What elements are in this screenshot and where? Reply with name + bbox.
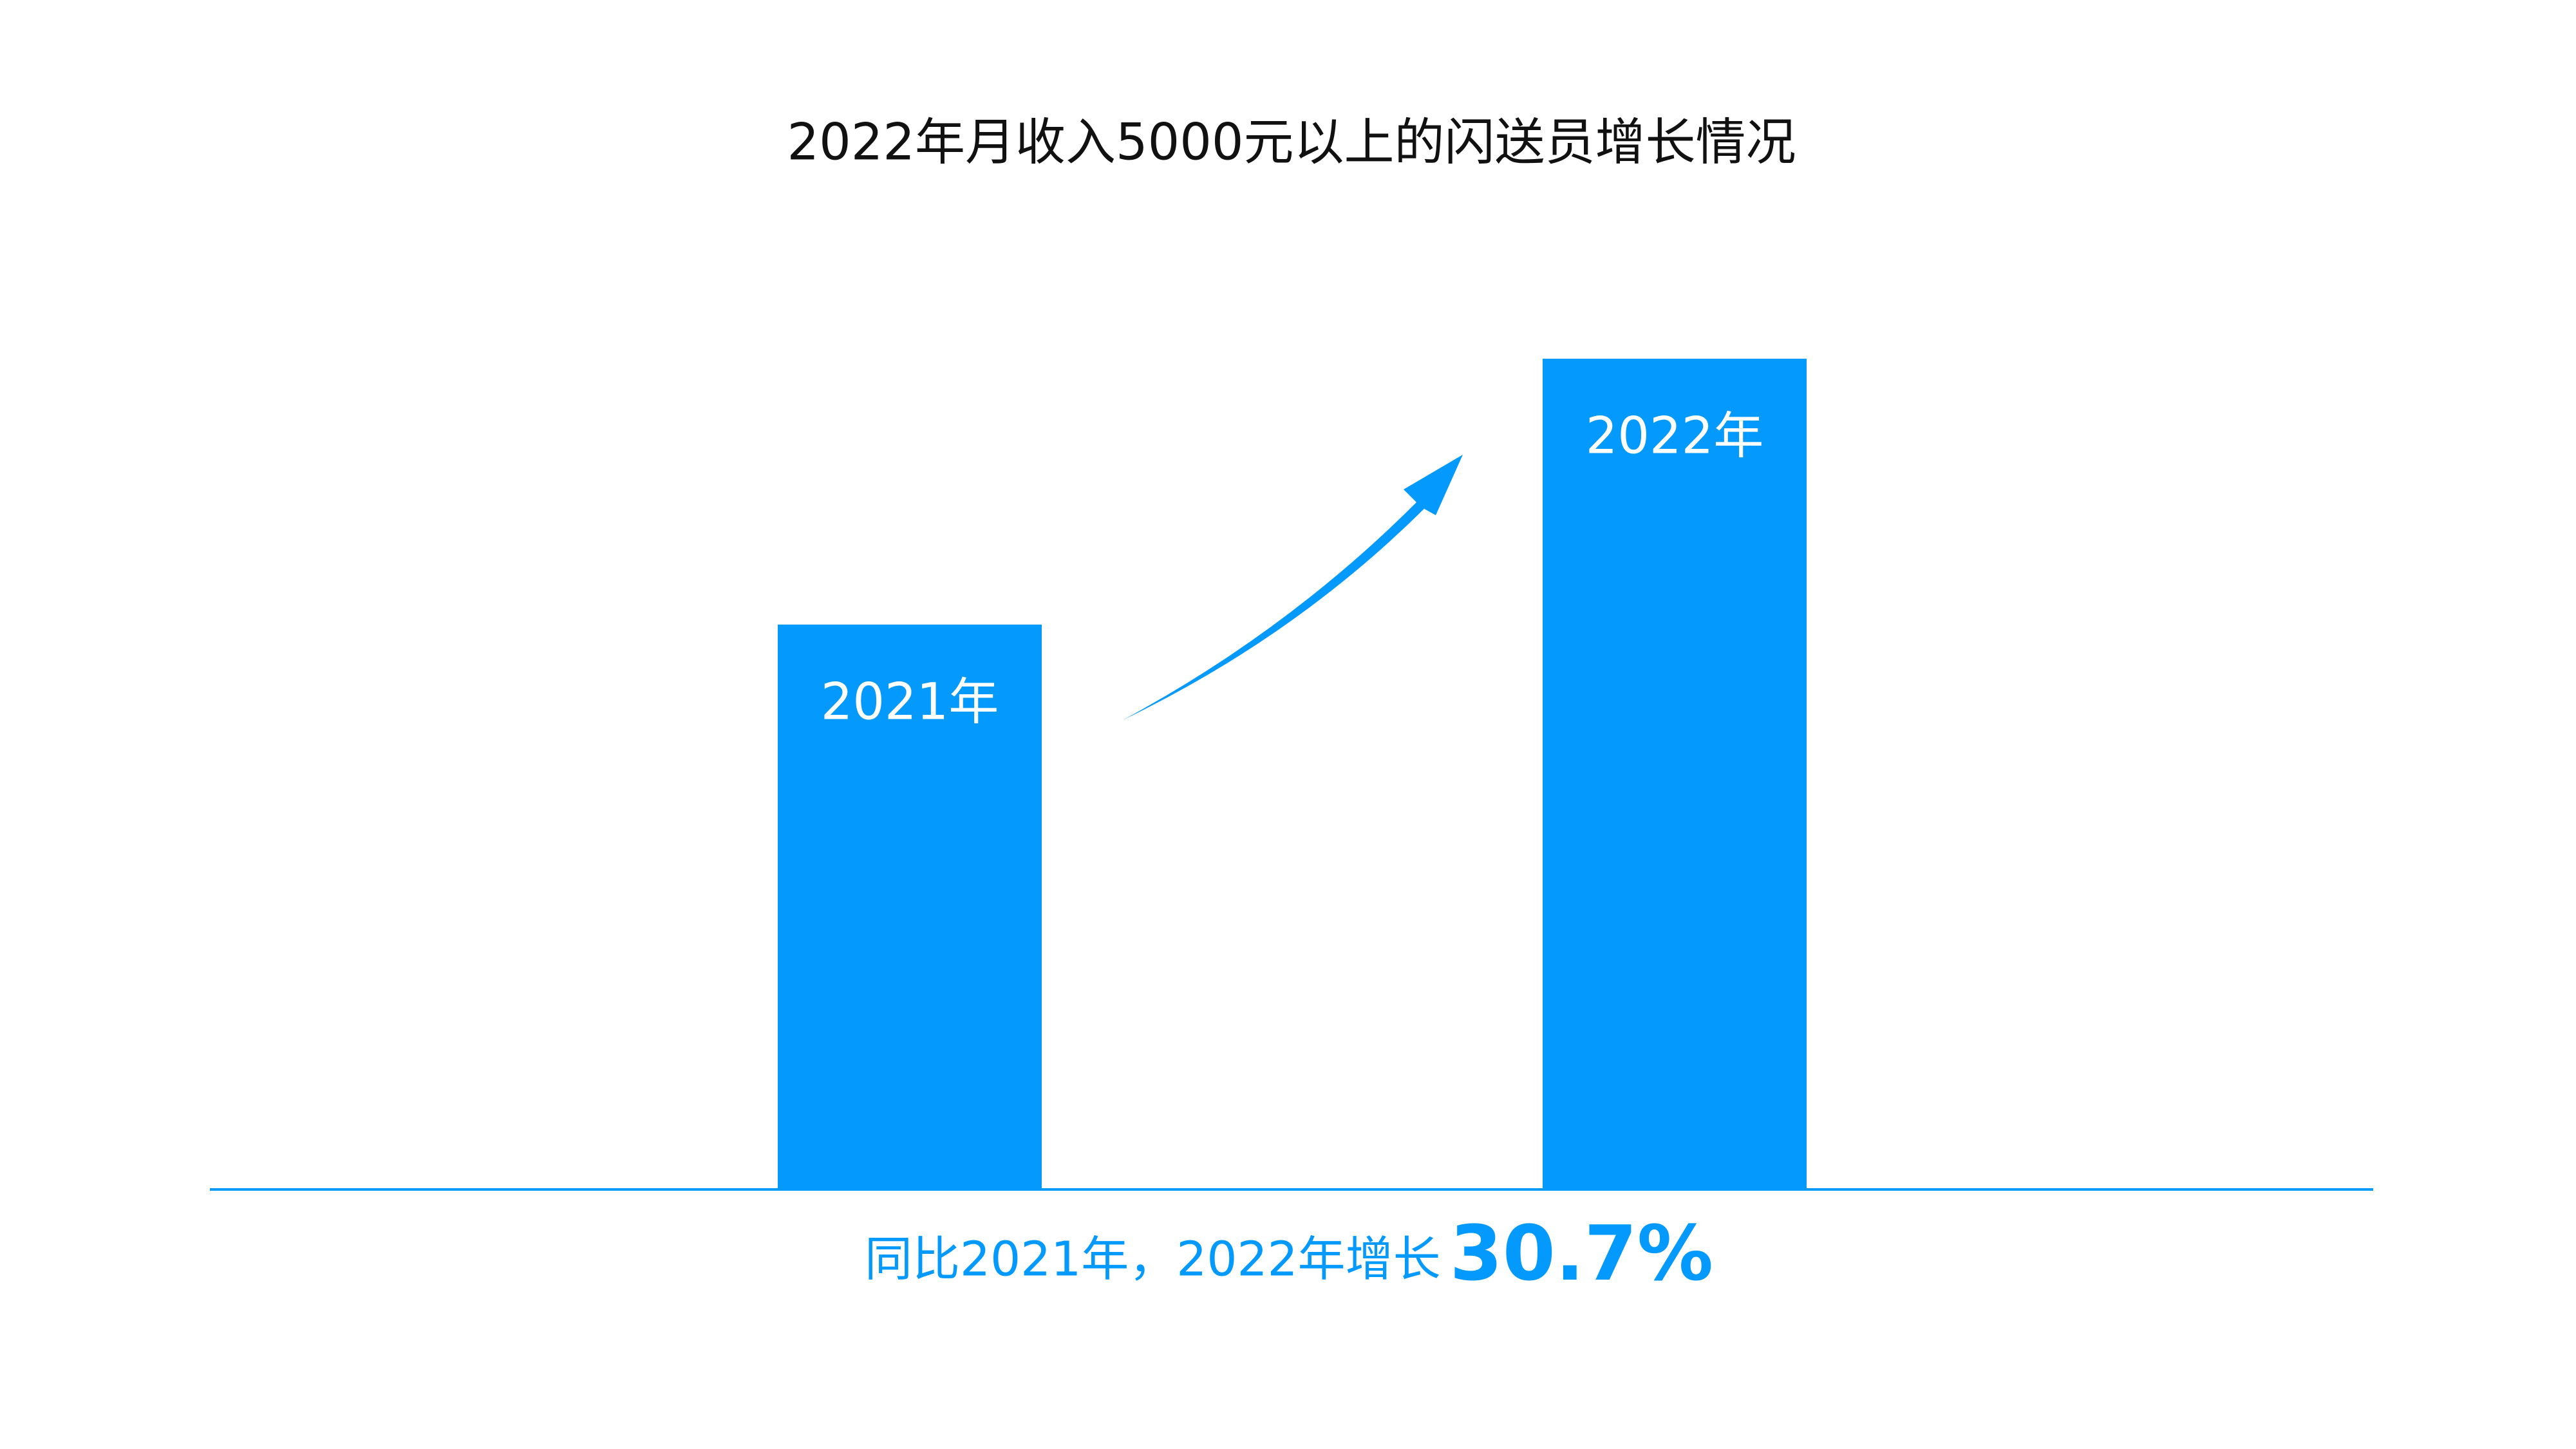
chart-title: 2022年月收入5000元以上的闪送员增长情况	[787, 113, 1796, 171]
bar	[1543, 359, 1807, 1189]
highlight: 30.7%	[1450, 1209, 1713, 1298]
growth-arrow	[1123, 455, 1463, 720]
bar	[778, 624, 1042, 1189]
bar-label: 2021年	[821, 673, 999, 731]
annotation: 同比2021年，2022年增长	[865, 1232, 1441, 1287]
bar-label: 2022年	[1586, 407, 1764, 465]
